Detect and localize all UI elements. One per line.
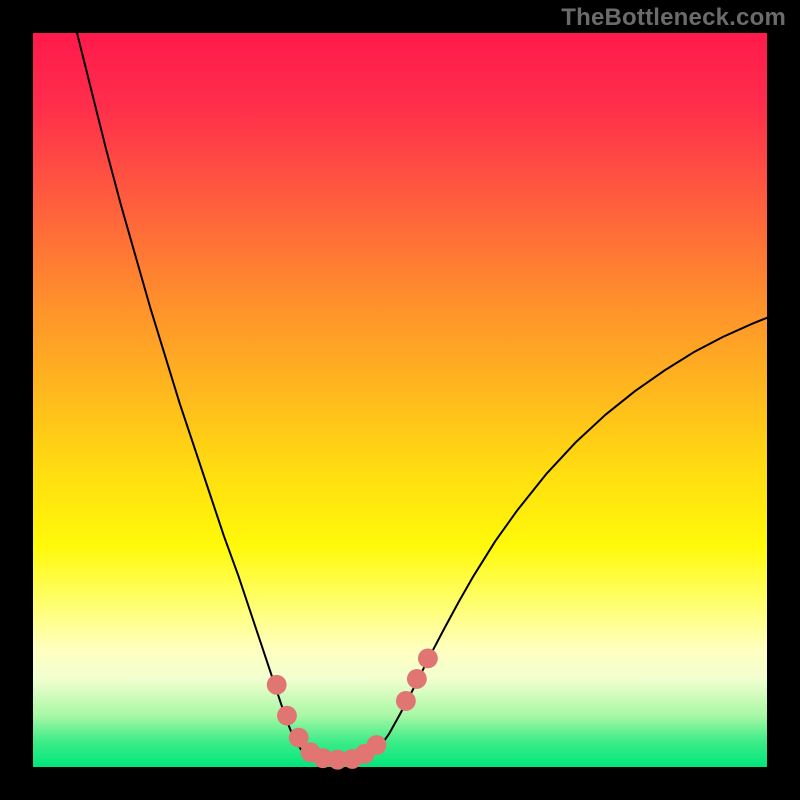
optimal-zone-dot (396, 691, 416, 711)
optimal-zone-dot (267, 675, 287, 695)
optimal-zone-dot (277, 706, 297, 726)
bottleneck-chart (0, 0, 800, 800)
optimal-zone-dot (418, 648, 438, 668)
chart-stage: TheBottleneck.com (0, 0, 800, 800)
optimal-zone-dot (367, 735, 387, 755)
optimal-zone-dot (407, 669, 427, 689)
plot-background (33, 33, 767, 767)
